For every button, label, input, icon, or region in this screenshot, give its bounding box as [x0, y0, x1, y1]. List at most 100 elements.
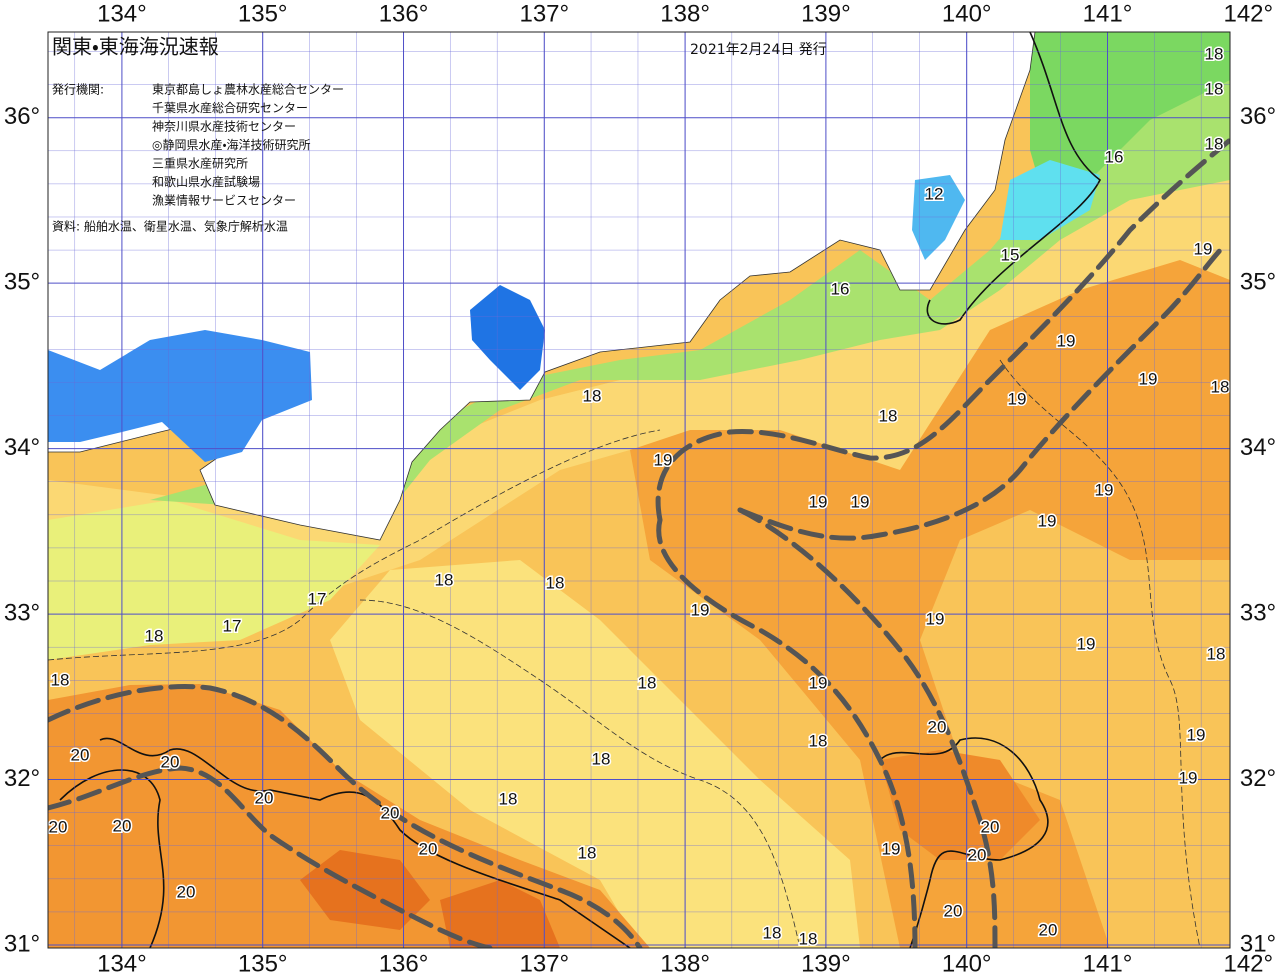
contour-label: 19	[851, 492, 870, 511]
x-tick-label: 135°	[238, 0, 288, 27]
y-tick-label: 34°	[4, 434, 40, 461]
contour-label: 18	[592, 749, 611, 768]
x-tick-label: 135°	[238, 950, 288, 977]
warm-east	[630, 260, 1230, 948]
contour-label: 20	[419, 839, 438, 858]
contour-label: 18	[879, 406, 898, 425]
y-tick-label: 32°	[1240, 765, 1276, 792]
y-tick-label: 33°	[1240, 599, 1276, 626]
isotherm	[926, 32, 1102, 325]
contour-labels: 18 18 18 16 12 15 16 19 19 19 18 19 18 18 19 19 19 19 19 18…	[48, 43, 1230, 948]
contour-label: 19	[1077, 634, 1096, 653]
contour-label: 18	[1205, 79, 1224, 98]
x-tick-label: 137°	[519, 950, 569, 977]
contour-label: 19	[926, 609, 945, 628]
contour-label: 18	[1207, 644, 1226, 663]
map-frame	[47, 31, 1231, 949]
contour-label: 18	[546, 573, 565, 592]
cool-center	[330, 560, 860, 948]
contour-label: 19	[809, 492, 828, 511]
contour-label: 20	[177, 882, 196, 901]
contour-label: 17	[223, 616, 242, 635]
y-tick-label: 36°	[1240, 103, 1276, 130]
y-tick-label: 33°	[4, 599, 40, 626]
issuer: 和歌山県水産試験場	[152, 174, 260, 189]
x-tick-label: 139°	[801, 950, 851, 977]
contour-label: 19	[809, 673, 828, 692]
contour-label: 18	[809, 731, 828, 750]
issuer: 千葉県水産総合研究センター	[152, 100, 308, 115]
issuer-label: 発行機関:	[52, 83, 104, 97]
x-tick-label: 134°	[97, 0, 147, 27]
contour-label: 16	[831, 279, 850, 298]
issuer: 三重県水産研究所	[152, 157, 248, 171]
cool-west	[48, 500, 380, 660]
contour-label: 19	[1187, 725, 1206, 744]
issuer: 漁業情報サービスセンター	[152, 194, 296, 208]
contour-label: 12	[925, 184, 944, 203]
title: 関東・東海海況速報	[52, 35, 219, 59]
warm-core	[880, 750, 1040, 860]
contour-label: 19	[691, 600, 710, 619]
issuer-list: 東京都島しょ農林水産総合センター千葉県水産総合研究センター神奈川県水産技術センタ…	[152, 82, 344, 208]
source: 資料: 船舶水温、衛星水温、気象庁解析水温	[52, 219, 288, 234]
contour-label: 15	[1001, 245, 1020, 264]
y-tick-label: 31°	[4, 930, 40, 957]
contour-label: 18	[763, 923, 782, 942]
contour-label: 19	[1194, 239, 1213, 258]
x-tick-label: 140°	[942, 0, 992, 27]
grid	[48, 32, 1230, 948]
contour-label: 19	[1095, 480, 1114, 499]
contour-label: 18	[499, 789, 518, 808]
contour-label: 17	[308, 589, 327, 608]
contour-label: 20	[981, 817, 1000, 836]
x-tick-label: 140°	[942, 950, 992, 977]
contour-label: 20	[928, 717, 947, 736]
x-tick-label: 137°	[519, 0, 569, 27]
kuroshio-path	[737, 507, 998, 948]
x-tick-label: 138°	[660, 0, 710, 27]
x-tick-label: 141°	[1083, 950, 1133, 977]
y-tick-label: 34°	[1240, 434, 1276, 461]
contour-label: 18	[1205, 44, 1224, 63]
isotherm	[48, 429, 661, 661]
x-tick-label: 134°	[97, 950, 147, 977]
contour-label: 18	[578, 843, 597, 862]
kuroshio-path	[48, 684, 643, 948]
contour-label: 19	[1139, 369, 1158, 388]
contour-label: 20	[255, 788, 274, 807]
y-tick-label: 35°	[4, 269, 40, 296]
kuroshio-path	[48, 765, 493, 948]
contour-label: 20	[113, 816, 132, 835]
y-tick-label: 32°	[4, 765, 40, 792]
contour-label: 16	[1105, 147, 1124, 166]
contour-label: 19	[1057, 331, 1076, 350]
y-tick-label: 31°	[1240, 930, 1276, 957]
issuer: 東京都島しょ農林水産総合センター	[152, 82, 344, 97]
contour-label: 18	[638, 673, 657, 692]
contour-label: 18	[51, 670, 70, 689]
isotherm	[999, 359, 1201, 948]
x-tick-label: 142°	[1223, 950, 1273, 977]
contour-label: 18	[583, 386, 602, 405]
x-tick-label: 139°	[801, 0, 851, 27]
x-tick-label: 136°	[379, 0, 429, 27]
issuer: ◎静岡県水産・海洋技術研究所	[152, 137, 311, 152]
contour-label: 19	[882, 839, 901, 858]
contour-label: 19	[1008, 389, 1027, 408]
tokyo-bay	[912, 175, 965, 260]
map-area: 18 18 18 16 12 15 16 19 19 19 18 19 18 18 19 19 19 19 19 18…	[48, 32, 1230, 948]
contour-label: 20	[968, 845, 987, 864]
contour-label: 20	[161, 752, 180, 771]
warm-core	[440, 880, 560, 948]
contour-label: 20	[49, 817, 68, 836]
kuroshio-path	[656, 517, 918, 948]
x-tick-label: 138°	[660, 950, 710, 977]
contour-label: 19	[1038, 511, 1057, 530]
x-tick-label: 136°	[379, 950, 429, 977]
x-tick-label: 141°	[1083, 0, 1133, 27]
kuroshio-path	[655, 137, 1230, 523]
issue-date: 2021年2月24日 発行	[690, 42, 827, 58]
isotherm	[59, 769, 165, 948]
issuer: 神奈川県水産技術センター	[152, 119, 296, 134]
